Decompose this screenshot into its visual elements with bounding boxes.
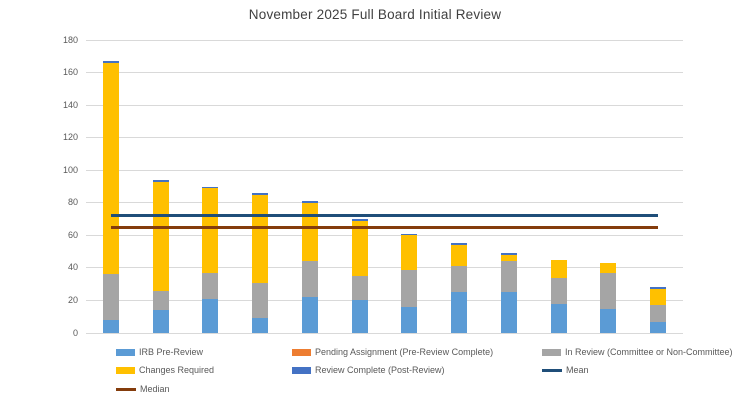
bar-segment: [451, 292, 468, 333]
gridline: [86, 332, 683, 334]
bar-segment: [650, 305, 667, 322]
y-axis-label: 120: [62, 132, 78, 143]
legend-swatch-icon: [542, 368, 562, 372]
y-axis-label: 160: [62, 67, 78, 78]
legend-swatch-icon: [292, 366, 311, 374]
gridline: [86, 267, 683, 269]
legend-label: Median: [140, 384, 170, 394]
bar-segment: [202, 188, 219, 273]
bar-segment: [650, 289, 667, 306]
mean-line: [110, 214, 659, 218]
bar-segment: [550, 303, 567, 333]
bar-segment: [351, 220, 368, 277]
y-axis-label: 0: [72, 327, 78, 338]
bar-segment: [500, 253, 517, 255]
legend-label: IRB Pre-Review: [139, 347, 204, 357]
gridline: [86, 137, 683, 139]
gridline: [86, 72, 683, 74]
bar-segment: [500, 261, 517, 293]
bar-segment: [252, 282, 269, 319]
legend-item: Pending Assignment (Pre-Review Complete): [292, 346, 493, 358]
bar-segment: [451, 266, 468, 293]
bar-segment: [301, 297, 318, 333]
legend-swatch-icon: [116, 348, 135, 356]
y-axis-label: 100: [62, 164, 78, 175]
bar-segment: [650, 287, 667, 290]
bar-segment: [301, 202, 318, 262]
gridline: [86, 39, 683, 41]
bar-segment: [600, 308, 617, 333]
legend-item: Mean: [542, 364, 589, 376]
y-axis-label: 40: [67, 262, 78, 273]
bar-segment: [102, 61, 119, 63]
legend-label: In Review (Committee or Non-Committee): [565, 347, 733, 357]
bar-segment: [451, 245, 468, 267]
gridline: [86, 169, 683, 171]
legend-label: Pending Assignment (Pre-Review Complete): [315, 347, 494, 357]
median-line: [110, 225, 659, 229]
gridline: [86, 299, 683, 301]
y-axis-label: 80: [67, 197, 78, 208]
bar-segment: [152, 179, 169, 182]
y-axis-label: 20: [67, 294, 78, 305]
legend-label: Review Complete (Post-Review): [315, 365, 445, 375]
bar-segment: [600, 263, 617, 273]
legend-item: In Review (Committee or Non-Committee): [542, 346, 733, 358]
legend-item: Changes Required: [116, 364, 214, 376]
bar-segment: [401, 233, 418, 236]
legend-item: Median: [116, 383, 170, 395]
bar-segment: [301, 261, 318, 298]
bar-segment: [500, 254, 517, 262]
bar-segment: [500, 292, 517, 333]
bar-segment: [550, 277, 567, 304]
bar-segment: [401, 235, 418, 270]
bar-segment: [152, 181, 169, 291]
bar-segment: [351, 276, 368, 301]
bar-segment: [351, 219, 368, 221]
chart-title: November 2025 Full Board Initial Review: [248, 7, 502, 22]
y-axis-label: 140: [62, 99, 78, 110]
bar-segment: [401, 269, 418, 307]
bar-segment: [550, 259, 567, 278]
legend-label: Mean: [566, 365, 589, 375]
bar-segment: [301, 201, 318, 203]
legend-swatch-icon: [116, 366, 135, 374]
bar-segment: [102, 274, 119, 320]
y-axis-label: 60: [67, 229, 78, 240]
bar-segment: [202, 298, 219, 333]
legend-swatch-icon: [116, 387, 136, 391]
bar-segment: [451, 243, 468, 246]
bar-segment: [202, 186, 219, 189]
bar-segment: [351, 300, 368, 333]
bar-segment: [650, 321, 667, 333]
legend-item: Review Complete (Post-Review): [292, 364, 445, 376]
bar-segment: [600, 272, 617, 309]
gridline: [86, 234, 683, 236]
y-axis-label: 180: [62, 34, 78, 45]
gridline: [86, 202, 683, 204]
bar-segment: [252, 318, 269, 333]
gridline: [86, 104, 683, 106]
bar-segment: [102, 319, 119, 333]
bar-segment: [202, 272, 219, 299]
bar-segment: [401, 306, 418, 333]
legend-swatch-icon: [292, 348, 311, 356]
bar-segment: [152, 290, 169, 311]
bar-segment: [102, 62, 119, 275]
legend-label: Changes Required: [139, 365, 215, 375]
legend-swatch-icon: [542, 348, 561, 356]
bar-segment: [152, 310, 169, 333]
legend-item: IRB Pre-Review: [116, 346, 203, 358]
bar-segment: [252, 193, 269, 195]
